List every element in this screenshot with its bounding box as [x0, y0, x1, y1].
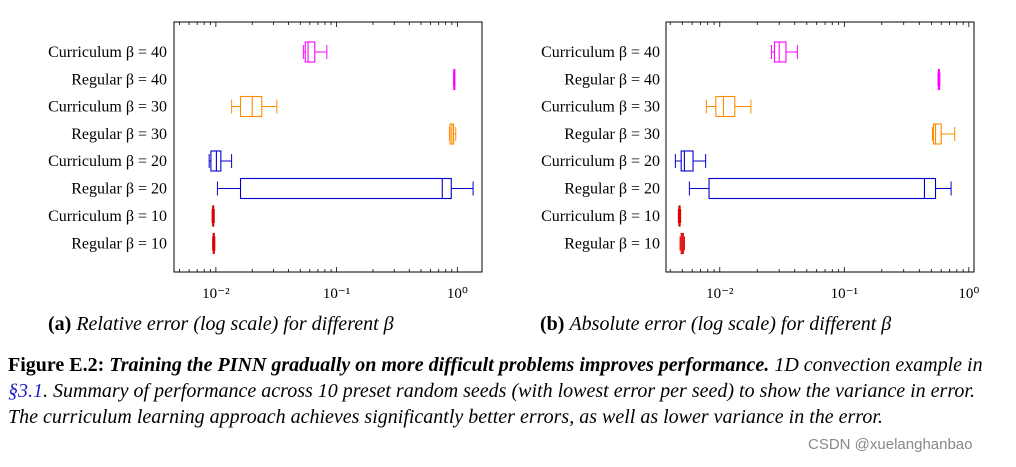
category-label: Regular β = 30 [71, 126, 167, 143]
category-label: Regular β = 40 [71, 72, 167, 89]
caption-body-post: . Summary of performance across 10 prese… [8, 380, 975, 428]
box-7 [677, 205, 682, 227]
category-label: Curriculum β = 20 [48, 153, 167, 170]
plot-frame [173, 21, 483, 273]
box-4 [931, 123, 956, 145]
figure-caption: Figure E.2: Training the PINN gradually … [8, 352, 1006, 430]
x-tick-label: 10⁻² [202, 286, 230, 302]
x-tick-label: 10⁰ [447, 286, 468, 302]
subcaption-a: (a) Relative error (log scale) for diffe… [48, 313, 394, 336]
iqr-box [304, 41, 316, 63]
subcaption-b-label: (b) [540, 313, 565, 335]
x-tick-label: 10⁻² [706, 286, 734, 302]
category-label: Curriculum β = 10 [541, 208, 660, 225]
x-tick-label: 10⁻¹ [831, 286, 858, 302]
box-4 [448, 123, 457, 145]
box-3 [705, 95, 752, 118]
iqr-box [773, 41, 787, 63]
category-label: Regular β = 30 [564, 126, 660, 143]
iqr-box [239, 95, 263, 118]
box-8 [212, 232, 216, 255]
category-label: Curriculum β = 40 [48, 44, 167, 61]
iqr-box [932, 123, 942, 145]
caption-title: Training the PINN gradually on more diff… [109, 354, 770, 376]
box-2 [453, 68, 456, 91]
category-label: Regular β = 20 [71, 181, 167, 198]
box-7 [211, 205, 215, 227]
box-3 [231, 95, 278, 118]
x-tick-label: 10⁻¹ [323, 286, 350, 302]
category-label: Regular β = 20 [564, 181, 660, 198]
iqr-box [715, 95, 736, 118]
box-5 [674, 150, 707, 172]
category-label: Regular β = 10 [71, 236, 167, 253]
iqr-box [680, 150, 694, 172]
category-label: Curriculum β = 30 [541, 99, 660, 116]
panel-a-relative-error: 10⁻² 10⁻¹ 10⁰ Curriculum β = 40 Regular β = … [48, 21, 483, 302]
box-6 [688, 177, 952, 200]
category-label: Regular β = 40 [564, 72, 660, 89]
box-8 [679, 232, 685, 255]
iqr-box [708, 177, 937, 200]
box-1 [770, 41, 798, 63]
plot-frame [665, 21, 975, 273]
section-link[interactable]: §3.1 [8, 380, 43, 402]
box-2 [937, 68, 941, 91]
subcaption-a-text: Relative error (log scale) for different… [76, 313, 394, 335]
category-label: Curriculum β = 30 [48, 99, 167, 116]
category-label: Curriculum β = 40 [541, 44, 660, 61]
watermark: CSDN @xuelanghanbao [808, 436, 973, 453]
subcaption-a-label: (a) [48, 313, 72, 335]
x-tick-label: 10⁰ [958, 286, 979, 302]
subcaption-b-text: Absolute error (log scale) for different… [569, 313, 892, 335]
caption-body-pre: 1D convection example in [774, 354, 983, 376]
caption-lead: Figure E.2: [8, 354, 105, 376]
box-6 [216, 177, 474, 200]
box-5 [208, 150, 233, 172]
category-label: Regular β = 10 [564, 236, 660, 253]
panel-b-absolute-error: 10⁻² 10⁻¹ 10⁰ Curriculum β = 40 Regular β = … [541, 21, 979, 302]
category-label: Curriculum β = 10 [48, 208, 167, 225]
category-label: Curriculum β = 20 [541, 153, 660, 170]
subcaption-b: (b) Absolute error (log scale) for diffe… [540, 313, 891, 336]
iqr-box [239, 177, 452, 200]
box-1 [302, 41, 328, 63]
